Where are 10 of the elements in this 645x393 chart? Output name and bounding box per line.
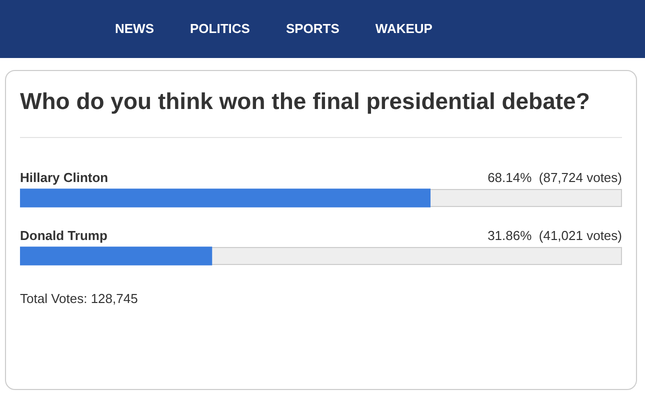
y-tick-label: Donald Trump [20, 228, 108, 244]
text: Total Votes: 128,745 [20, 291, 138, 306]
text: NEWS [115, 21, 154, 36]
text: POLITICS [190, 21, 250, 36]
data-label: 68.14% (87,724 votes) [488, 170, 622, 186]
text: WAKEUP [375, 21, 432, 36]
text: SPORTS [286, 21, 340, 36]
y-tick-label: Hillary Clinton [20, 170, 108, 186]
data-label: 31.86% (41,021 votes) [488, 228, 622, 244]
chart-title: Who do you think won the final presidential debate? [20, 88, 590, 115]
